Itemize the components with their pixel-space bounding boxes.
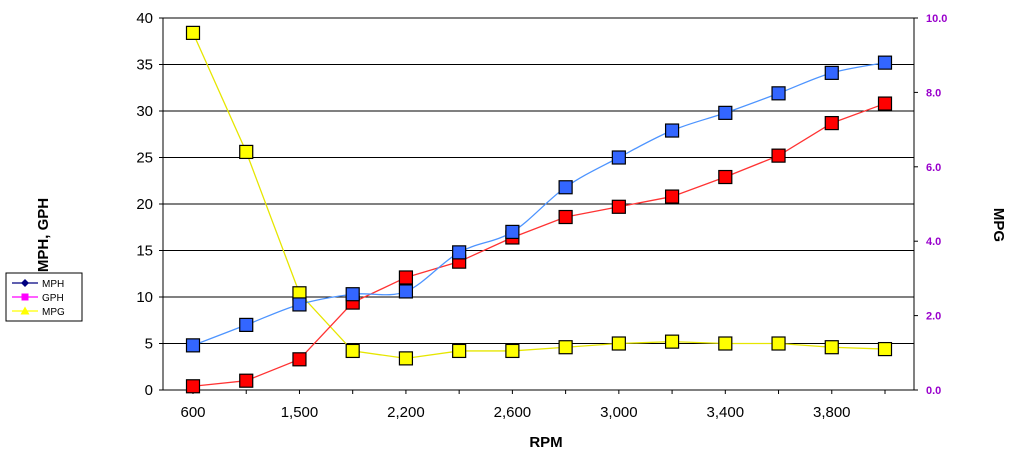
y-right-tick-label: 6.0: [926, 162, 941, 174]
data-point-gph: [185, 379, 201, 394]
y-left-tick-label: 15: [136, 243, 153, 260]
x-tick-label: 3,400: [707, 404, 745, 421]
data-point-gph: [824, 115, 839, 131]
axes: 0 5 10 15 20 25 30 35 40 0.0 2.0 4.0 6.0 8.0 10.0 600 1,…: [136, 10, 947, 421]
legend-label: MPG: [42, 307, 65, 318]
data-point-mph: [824, 65, 839, 80]
legend: MPH GPH MPG: [5, 272, 83, 322]
y-left-tick-label: 0: [145, 382, 153, 399]
y-left-tick-label: 35: [136, 57, 153, 74]
y-axis-left-title: MPH, GPH: [35, 198, 52, 272]
y-left-tick-label: 20: [136, 196, 153, 213]
y-left-tick-label: 40: [136, 10, 153, 27]
y-right-tick-label: 4.0: [926, 236, 941, 248]
x-axis-title: RPM: [529, 434, 562, 451]
data-point-mph: [611, 150, 626, 165]
x-tick-label: 600: [180, 404, 205, 421]
data-point-mph: [877, 55, 893, 70]
data-point-mpg: [345, 343, 360, 359]
y-right-tick-label: 10.0: [926, 13, 947, 25]
y-left-tick-label: 30: [136, 103, 153, 120]
y-left-tick-label: 25: [136, 150, 153, 167]
data-point-mpg: [505, 343, 520, 359]
triangle-marker-icon: [20, 306, 30, 315]
grid: [163, 17, 914, 344]
data-point-mph: [292, 297, 307, 312]
data-point-mpg: [452, 343, 467, 359]
data-point-mph: [452, 245, 467, 260]
data-point-mpg: [877, 341, 893, 357]
data-point-mpg: [558, 340, 573, 355]
y-left-tick-label: 5: [145, 336, 153, 353]
data-point-mph: [664, 123, 680, 138]
x-tick-label: 3,000: [600, 404, 638, 421]
data-point-gph: [664, 189, 680, 204]
data-point-gph: [398, 270, 414, 285]
data-point-gph: [877, 96, 893, 111]
series-line-gph: [192, 102, 886, 387]
data-point-mph: [398, 284, 414, 299]
data-point-mpg: [664, 334, 680, 349]
series-layer: [185, 25, 893, 394]
data-point-mpg: [824, 340, 839, 355]
y-right-tick-label: 0.0: [926, 385, 941, 397]
y-left-tick-label: 10: [136, 289, 153, 306]
y-right-tick-label: 8.0: [926, 87, 941, 99]
data-point-gph: [771, 148, 786, 163]
data-point-mpg: [239, 144, 254, 160]
data-point-gph: [292, 352, 307, 367]
legend-label: GPH: [42, 293, 64, 304]
data-point-gph: [239, 373, 254, 388]
data-point-mpg: [771, 336, 786, 351]
series-line-mpg: [192, 32, 886, 360]
data-point-mpg: [718, 336, 733, 351]
x-tick-label: 2,600: [494, 404, 532, 421]
data-point-mph: [239, 317, 254, 332]
data-point-mph: [185, 338, 201, 353]
x-tick-label: 3,800: [813, 404, 851, 421]
data-point-gph: [718, 169, 733, 185]
legend-label: MPH: [42, 279, 64, 290]
data-point-mph: [345, 287, 360, 302]
diamond-marker-icon: [21, 279, 29, 287]
y-axis-right-title: MPG: [990, 208, 1007, 242]
square-marker-icon: [21, 293, 29, 301]
data-point-gph: [611, 199, 626, 214]
data-point-gph: [558, 209, 573, 225]
x-tick-label: 2,200: [387, 404, 425, 421]
data-point-mpg: [611, 336, 626, 351]
data-point-mph: [505, 224, 520, 239]
data-point-mph: [558, 180, 573, 195]
data-point-mpg: [185, 25, 201, 40]
y-right-tick-label: 2.0: [926, 311, 941, 323]
data-point-mpg: [398, 351, 414, 366]
data-point-mph: [718, 105, 733, 120]
x-tick-label: 1,500: [281, 404, 319, 421]
data-point-mph: [771, 86, 786, 101]
